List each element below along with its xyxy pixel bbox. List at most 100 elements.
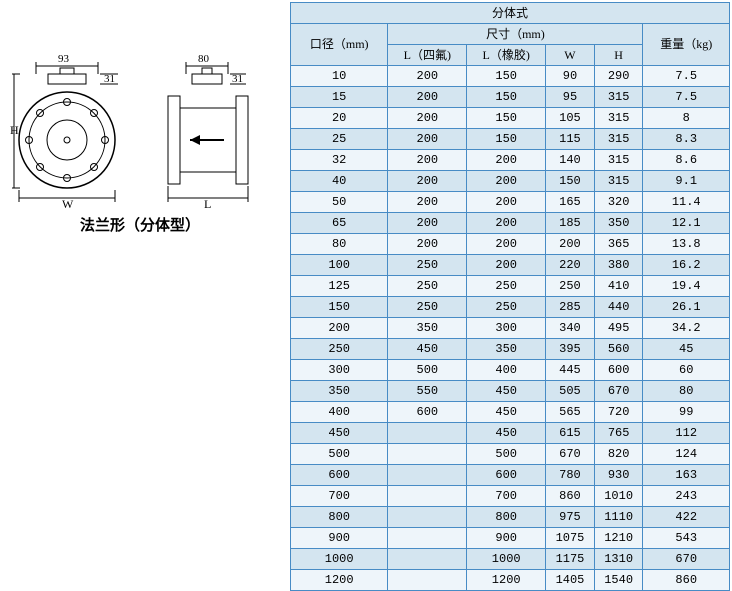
table-cell: 200 [388, 234, 467, 255]
table-cell: 860 [546, 486, 595, 507]
table-cell: 243 [643, 486, 730, 507]
table-cell: 12.1 [643, 213, 730, 234]
table-cell: 400 [291, 402, 388, 423]
table-cell [388, 423, 467, 444]
table-cell: 150 [546, 171, 595, 192]
dim-80: 80 [198, 53, 210, 65]
table-cell: 450 [291, 423, 388, 444]
table-cell: 250 [291, 339, 388, 360]
table-cell: 1310 [594, 549, 643, 570]
table-row: 7007008601010243 [291, 486, 730, 507]
table-cell: 615 [546, 423, 595, 444]
table-cell: 140 [546, 150, 595, 171]
dimensions-table: 分体式 口径（mm) 尺寸（mm) 重量（kg) L（四氟) L（橡胶) W H… [290, 2, 730, 591]
th-H: H [594, 45, 643, 66]
table-cell: 315 [594, 87, 643, 108]
table-cell: 80 [643, 381, 730, 402]
table-cell: 670 [643, 549, 730, 570]
table-cell: 26.1 [643, 297, 730, 318]
table-row: 8020020020036513.8 [291, 234, 730, 255]
table-cell: 8.3 [643, 129, 730, 150]
label-L: L [204, 197, 211, 210]
table-cell: 1075 [546, 528, 595, 549]
table-cell: 95 [546, 87, 595, 108]
table-cell: 500 [388, 360, 467, 381]
table-body: 10200150902907.515200150953157.520200150… [291, 66, 730, 591]
table-cell: 670 [594, 381, 643, 402]
table-row: 1000100011751310670 [291, 549, 730, 570]
table-cell: 1405 [546, 570, 595, 591]
table-cell: 765 [594, 423, 643, 444]
table-cell: 99 [643, 402, 730, 423]
table-cell: 350 [467, 339, 546, 360]
table-cell: 900 [291, 528, 388, 549]
table-cell: 500 [467, 444, 546, 465]
table-row: 8008009751110422 [291, 507, 730, 528]
table-cell: 250 [467, 297, 546, 318]
table-cell: 9.1 [643, 171, 730, 192]
table-row: 15200150953157.5 [291, 87, 730, 108]
table-cell: 290 [594, 66, 643, 87]
table-row: 5020020016532011.4 [291, 192, 730, 213]
table-cell: 860 [643, 570, 730, 591]
table-cell: 200 [467, 255, 546, 276]
table-cell: 7.5 [643, 66, 730, 87]
table-cell: 200 [467, 234, 546, 255]
table-cell: 34.2 [643, 318, 730, 339]
table-cell: 150 [467, 66, 546, 87]
table-cell: 40 [291, 171, 388, 192]
table-row: 10025020022038016.2 [291, 255, 730, 276]
table-cell: 300 [291, 360, 388, 381]
table-cell: 45 [643, 339, 730, 360]
table-cell: 200 [388, 150, 467, 171]
table-cell: 350 [388, 318, 467, 339]
table-cell [388, 528, 467, 549]
table-cell: 315 [594, 171, 643, 192]
table-cell: 150 [467, 129, 546, 150]
table-cell: 19.4 [643, 276, 730, 297]
table-cell: 410 [594, 276, 643, 297]
table-cell: 115 [546, 129, 595, 150]
table-cell: 930 [594, 465, 643, 486]
table-cell: 340 [546, 318, 595, 339]
table-cell: 50 [291, 192, 388, 213]
table-cell: 315 [594, 108, 643, 129]
table-cell: 7.5 [643, 87, 730, 108]
table-cell: 125 [291, 276, 388, 297]
table-cell: 700 [467, 486, 546, 507]
table-cell: 720 [594, 402, 643, 423]
label-H: H [10, 123, 19, 137]
table-cell: 450 [467, 423, 546, 444]
table-cell: 200 [388, 66, 467, 87]
table-cell: 165 [546, 192, 595, 213]
table-row: 90090010751210543 [291, 528, 730, 549]
table-cell: 250 [388, 276, 467, 297]
th-weight: 重量（kg) [643, 24, 730, 66]
table-cell: 1000 [291, 549, 388, 570]
table-cell: 780 [546, 465, 595, 486]
table-cell [388, 570, 467, 591]
table-cell: 220 [546, 255, 595, 276]
table-cell: 445 [546, 360, 595, 381]
table-cell [388, 486, 467, 507]
table-cell: 800 [291, 507, 388, 528]
th-W: W [546, 45, 595, 66]
table-cell: 600 [291, 465, 388, 486]
diagram-panel: 93 31 H W 80 [0, 0, 290, 554]
table-cell: 250 [388, 255, 467, 276]
table-cell: 600 [388, 402, 467, 423]
flange-diagram: 93 31 H W 80 [10, 40, 280, 210]
table-cell: 1200 [291, 570, 388, 591]
table-cell: 200 [546, 234, 595, 255]
table-row: 30050040044560060 [291, 360, 730, 381]
table-cell: 560 [594, 339, 643, 360]
table-cell: 60 [643, 360, 730, 381]
table-cell: 440 [594, 297, 643, 318]
table-row: 202001501053158 [291, 108, 730, 129]
table-row: 15025025028544026.1 [291, 297, 730, 318]
table-cell: 163 [643, 465, 730, 486]
table-cell: 10 [291, 66, 388, 87]
table-cell: 200 [467, 192, 546, 213]
table-cell: 543 [643, 528, 730, 549]
table-cell: 315 [594, 129, 643, 150]
